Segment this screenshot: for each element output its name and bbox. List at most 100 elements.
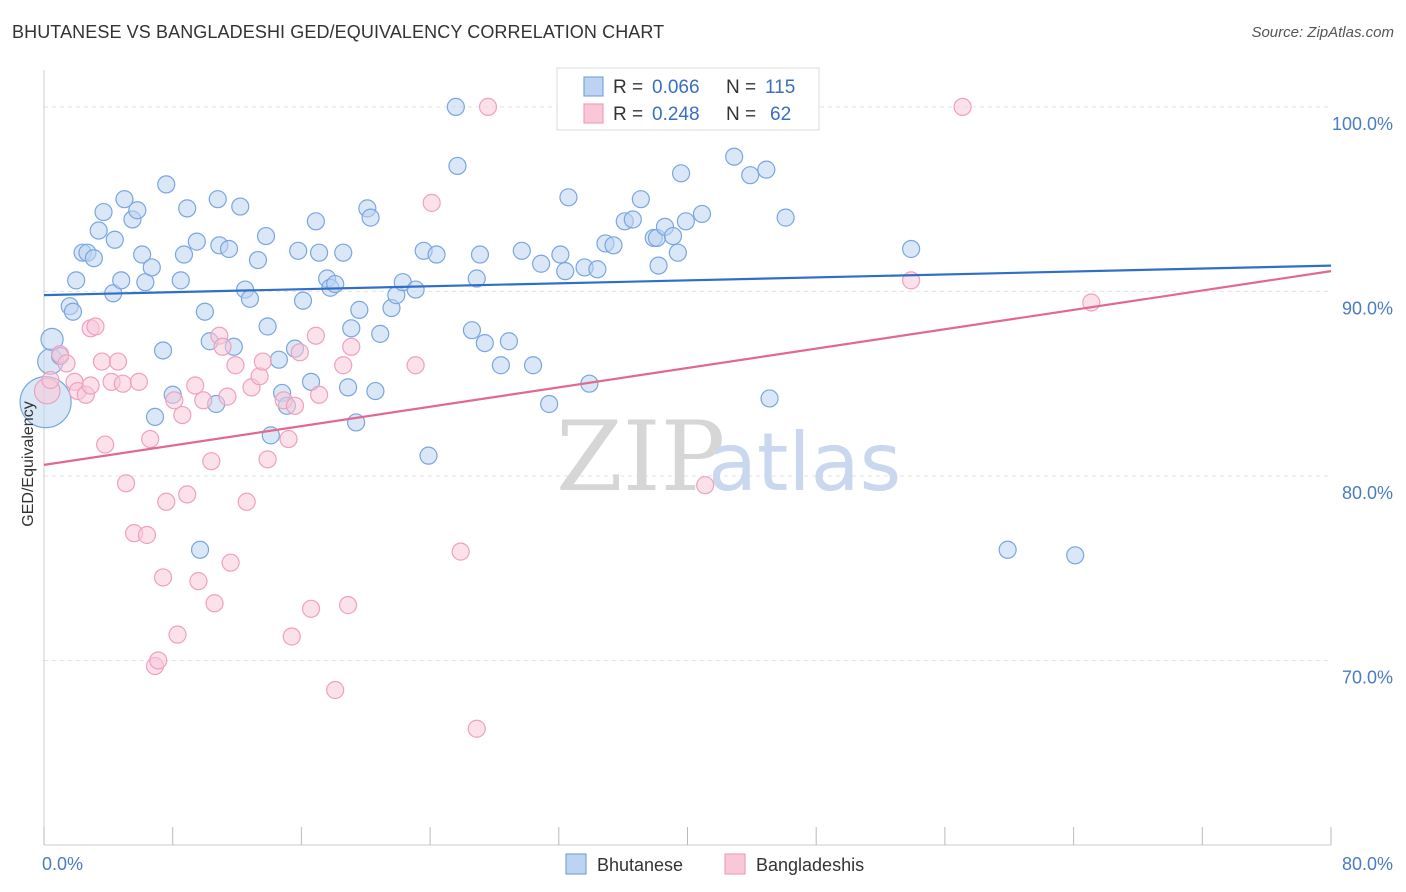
point-bhutanese (256, 226, 276, 246)
point-bhutanese (692, 204, 712, 224)
point-bangladeshis (326, 680, 345, 700)
bottom-legend-label-bhutanese: Bhutanese (597, 855, 683, 875)
point-bhutanese (475, 333, 494, 353)
point-bhutanese (190, 540, 210, 559)
point-bangladeshis (149, 651, 168, 670)
point-bhutanese (556, 262, 575, 281)
point-bhutanese (84, 249, 103, 268)
legend-n-value-bhutanese: 115 (765, 77, 795, 98)
point-bhutanese (208, 190, 227, 209)
bottom-legend-swatch-bhutanese (565, 853, 587, 875)
trend-line-bangladeshis (43, 270, 1332, 466)
bottom-legend: Bhutanese Bangladeshis (565, 853, 864, 875)
point-bhutanese (63, 302, 83, 321)
point-bhutanese (306, 212, 325, 231)
point-bhutanese (512, 241, 531, 260)
point-bhutanese (406, 280, 425, 299)
point-bhutanese (142, 258, 161, 277)
point-bhutanese (293, 291, 313, 310)
point-bhutanese (338, 378, 358, 397)
point-bangladeshis (301, 599, 321, 618)
point-bangladeshis (406, 356, 425, 375)
legend-r-label-bangladeshis: R = (613, 104, 643, 125)
point-bhutanese (187, 232, 206, 251)
point-bangladeshis (137, 525, 157, 545)
top-legend: R = 0.066 N = 115 R = 0.248 N = 62 (556, 67, 820, 131)
legend-n-label-bangladeshis: N = (726, 104, 756, 125)
legend-r-value-bangladeshis: 0.248 (652, 104, 700, 125)
point-bangladeshis (953, 97, 972, 117)
y-axis-label: GED/Equivalency (20, 401, 37, 526)
watermark-atlas: atlas (708, 416, 901, 509)
point-bhutanese (350, 300, 369, 319)
watermark: ZIP atlas (556, 401, 901, 513)
point-bangladeshis (478, 97, 498, 117)
point-bhutanese (174, 245, 194, 264)
point-bhutanese (171, 271, 190, 290)
point-bangladeshis (221, 553, 240, 572)
point-bhutanese (551, 245, 570, 264)
point-bhutanese (153, 341, 173, 360)
point-bangladeshis (218, 387, 237, 406)
point-bangladeshis (338, 596, 358, 615)
point-bhutanese (133, 245, 152, 264)
point-bhutanese (334, 243, 353, 262)
point-bhutanese (663, 226, 683, 246)
point-bhutanese (240, 289, 260, 308)
point-bangladeshis (86, 317, 105, 336)
point-bhutanese (491, 356, 510, 375)
y-tick-label: 100.0% (1332, 114, 1393, 134)
point-bhutanese (427, 245, 446, 264)
point-bhutanese (671, 164, 691, 183)
point-bhutanese (178, 199, 197, 218)
point-bhutanese (248, 250, 268, 270)
trend-lines (43, 264, 1332, 466)
axes (43, 70, 1332, 846)
point-bhutanese (157, 175, 176, 194)
y-tick-label: 70.0% (1342, 667, 1393, 687)
point-bhutanese (112, 271, 131, 290)
point-bangladeshis (189, 572, 208, 591)
point-bangladeshis (309, 385, 329, 404)
point-bhutanese (588, 260, 607, 279)
point-bhutanese (446, 97, 465, 117)
point-bangladeshis (451, 542, 470, 561)
point-bhutanese (94, 202, 113, 222)
point-bhutanese (668, 243, 687, 262)
point-bangladeshis (165, 391, 184, 410)
grid-lines (44, 106, 1331, 661)
point-bangladeshis (253, 352, 272, 371)
point-bangladeshis (226, 356, 245, 375)
point-bangladeshis (178, 485, 197, 504)
source-label: Source: ZipAtlas.com (1251, 24, 1394, 41)
legend-r-value-bhutanese: 0.066 (652, 77, 700, 98)
point-bangladeshis (96, 435, 115, 454)
point-bangladeshis (186, 376, 205, 395)
point-bhutanese (309, 243, 329, 262)
point-bangladeshis (141, 429, 160, 449)
point-bangladeshis (202, 452, 221, 471)
point-bangladeshis (342, 337, 361, 356)
point-bhutanese (219, 239, 239, 259)
point-bhutanese (269, 350, 288, 369)
point-bhutanese (540, 394, 559, 414)
legend-swatch-bhutanese (583, 76, 604, 97)
point-bhutanese (326, 274, 345, 294)
point-bhutanese (559, 188, 578, 207)
watermark-zip: ZIP (556, 401, 725, 513)
point-bhutanese (649, 256, 668, 275)
x-tick-label-right: 80.0% (1342, 854, 1393, 874)
point-bangladeshis (41, 370, 60, 390)
point-bhutanese (366, 381, 385, 401)
point-bangladeshis (108, 352, 128, 371)
x-tick-label-left: 0.0% (42, 854, 83, 874)
legend-n-value-bangladeshis: 62 (770, 104, 791, 125)
point-bangladeshis (213, 337, 232, 356)
point-bhutanese (523, 356, 543, 375)
point-bangladeshis (279, 429, 298, 449)
chart-title: BHUTANESE VS BANGLADESHI GED/EQUIVALENCY… (12, 22, 665, 42)
point-bangladeshis (422, 193, 441, 212)
point-bangladeshis (306, 326, 325, 345)
point-bhutanese (145, 407, 165, 427)
point-bangladeshis (81, 376, 100, 395)
